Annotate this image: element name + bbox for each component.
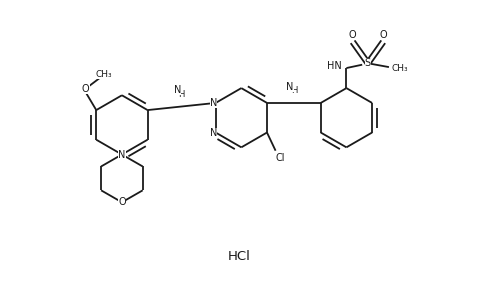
Text: O: O [82,84,89,94]
Text: H: H [291,86,297,95]
Text: O: O [379,30,387,40]
Text: CH₃: CH₃ [392,64,408,73]
Text: O: O [118,197,126,207]
Text: CH₃: CH₃ [95,70,112,79]
Text: O: O [349,30,356,40]
Text: N: N [174,85,181,95]
Text: N: N [210,128,217,138]
Text: HN: HN [327,61,342,71]
Text: S: S [365,58,371,68]
Text: N: N [210,98,217,108]
Text: N: N [286,82,294,92]
Text: Cl: Cl [275,153,285,163]
Text: H: H [178,90,185,98]
Text: HCl: HCl [228,250,250,263]
Text: N: N [118,149,126,160]
